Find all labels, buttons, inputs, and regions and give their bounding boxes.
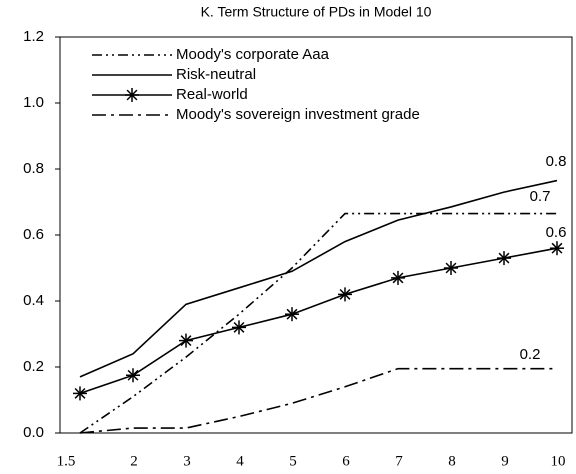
legend-label: Risk-neutral bbox=[176, 66, 256, 83]
x-tick-label: 1.5 bbox=[57, 453, 76, 469]
x-tick-label: 8 bbox=[448, 453, 456, 469]
series-marker bbox=[232, 320, 246, 335]
y-tick-label: 0.6 bbox=[23, 226, 44, 243]
x-tick-label: 2 bbox=[130, 453, 138, 469]
y-tick-label: 0.0 bbox=[23, 424, 44, 441]
y-tick-label: 0.4 bbox=[23, 292, 44, 309]
series-marker bbox=[444, 261, 458, 275]
series-marker bbox=[497, 251, 511, 266]
x-tick-label: 4 bbox=[236, 453, 244, 469]
series-line bbox=[79, 179, 558, 378]
y-tick-label: 0.8 bbox=[23, 160, 44, 177]
annotation: 0.6 bbox=[546, 224, 567, 241]
x-tick-label: 5 bbox=[289, 453, 297, 469]
series-marker bbox=[285, 307, 299, 322]
y-tick-label: 1.2 bbox=[23, 28, 44, 45]
series-line bbox=[79, 247, 558, 395]
legend-label: Moody's sovereign investment grade bbox=[176, 106, 420, 123]
series-marker bbox=[338, 287, 352, 302]
series-line bbox=[79, 212, 557, 434]
x-tick-label: 3 bbox=[183, 453, 191, 469]
series-marker bbox=[550, 241, 564, 256]
series-marker bbox=[179, 333, 193, 348]
x-tick-label: 9 bbox=[501, 453, 509, 469]
legend-label: Real-world bbox=[176, 86, 248, 103]
x-tick-label: 10 bbox=[551, 453, 566, 469]
x-tick-label: 7 bbox=[395, 453, 403, 469]
series-marker bbox=[73, 386, 87, 401]
series-marker bbox=[391, 270, 405, 285]
annotation: 0.7 bbox=[530, 188, 551, 205]
annotation: 0.8 bbox=[546, 153, 567, 170]
series-line bbox=[79, 367, 557, 434]
y-tick-label: 1.0 bbox=[23, 94, 44, 111]
legend-marker bbox=[125, 88, 139, 102]
legend-label: Moody's corporate Aaa bbox=[176, 46, 330, 63]
chart-title: K. Term Structure of PDs in Model 10 bbox=[201, 4, 432, 20]
y-tick-label: 0.2 bbox=[23, 358, 44, 375]
series-marker bbox=[126, 368, 140, 383]
x-tick-label: 6 bbox=[342, 453, 350, 469]
annotation: 0.2 bbox=[520, 346, 541, 363]
